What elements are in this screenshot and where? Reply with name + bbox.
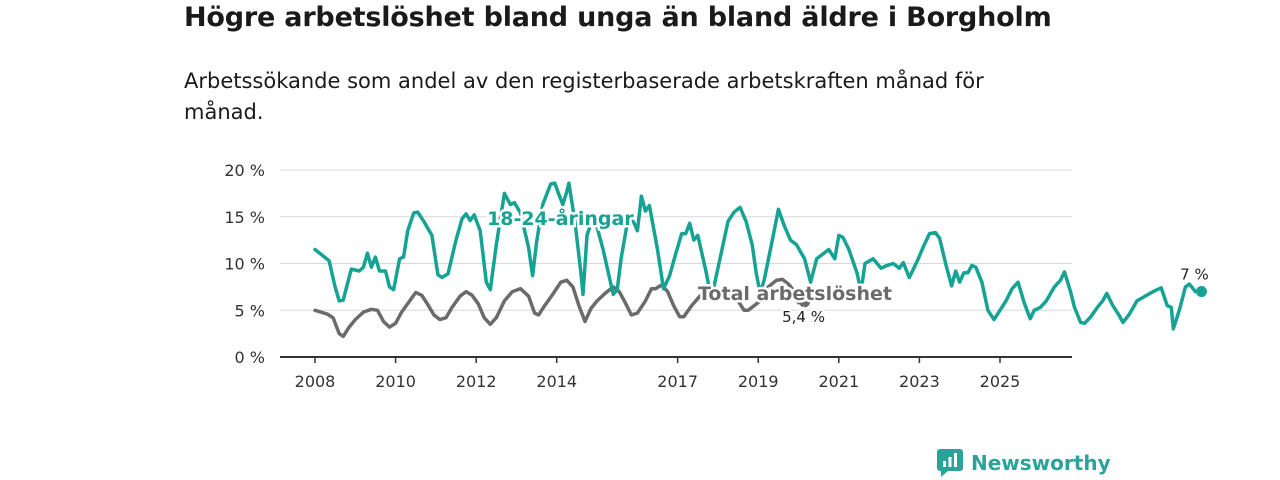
y-tick-label: 20 % [224, 161, 265, 180]
y-tick-label: 0 % [235, 348, 265, 367]
bar-chart-logo-icon [937, 449, 963, 477]
series-lines [313, 181, 1207, 339]
y-axis-ticks: 0 % 5 % 10 % 15 % 20 % [224, 161, 265, 367]
x-tick-label: 2021 [818, 372, 859, 391]
x-tick-label: 2023 [899, 372, 940, 391]
x-tick-label: 2008 [295, 372, 336, 391]
series-label-total: Total arbetslöshet [698, 283, 892, 305]
y-tick-label: 10 % [224, 255, 265, 274]
brand-name: Newsworthy [971, 451, 1111, 475]
gridlines [280, 169, 1072, 358]
x-tick-label: 2012 [456, 372, 497, 391]
series-labels: 18-24-åringar Total arbetslöshet 7 % 5,4 % [485, 204, 1211, 328]
y-tick-label: 5 % [235, 301, 265, 320]
series-line-total [313, 277, 807, 339]
series-end-dot-18-24 [1195, 286, 1207, 298]
x-axis-ticks: 2008 2010 2012 2014 2017 2019 2021 2023 2025 [295, 357, 1021, 391]
x-tick-label: 2025 [980, 372, 1021, 391]
series-end-dot-total [799, 296, 811, 308]
y-tick-label: 15 % [224, 208, 265, 227]
chart-title: Högre arbetslöshet bland unga än bland ä… [184, 2, 1052, 33]
x-tick-label: 2017 [657, 372, 698, 391]
end-value-label-total: 5,4 % [782, 308, 825, 326]
chart-subtitle: Arbetssökande som andel av den registerb… [184, 69, 984, 124]
end-value-label-18-24: 7 % [1180, 266, 1209, 284]
x-tick-label: 2019 [738, 372, 779, 391]
newsworthy-logo: Newsworthy [937, 449, 1111, 477]
series-line-18-24 [313, 181, 1204, 331]
series-label-18-24: 18-24-åringar [487, 206, 634, 230]
x-tick-label: 2010 [375, 372, 416, 391]
x-tick-label: 2014 [536, 372, 577, 391]
